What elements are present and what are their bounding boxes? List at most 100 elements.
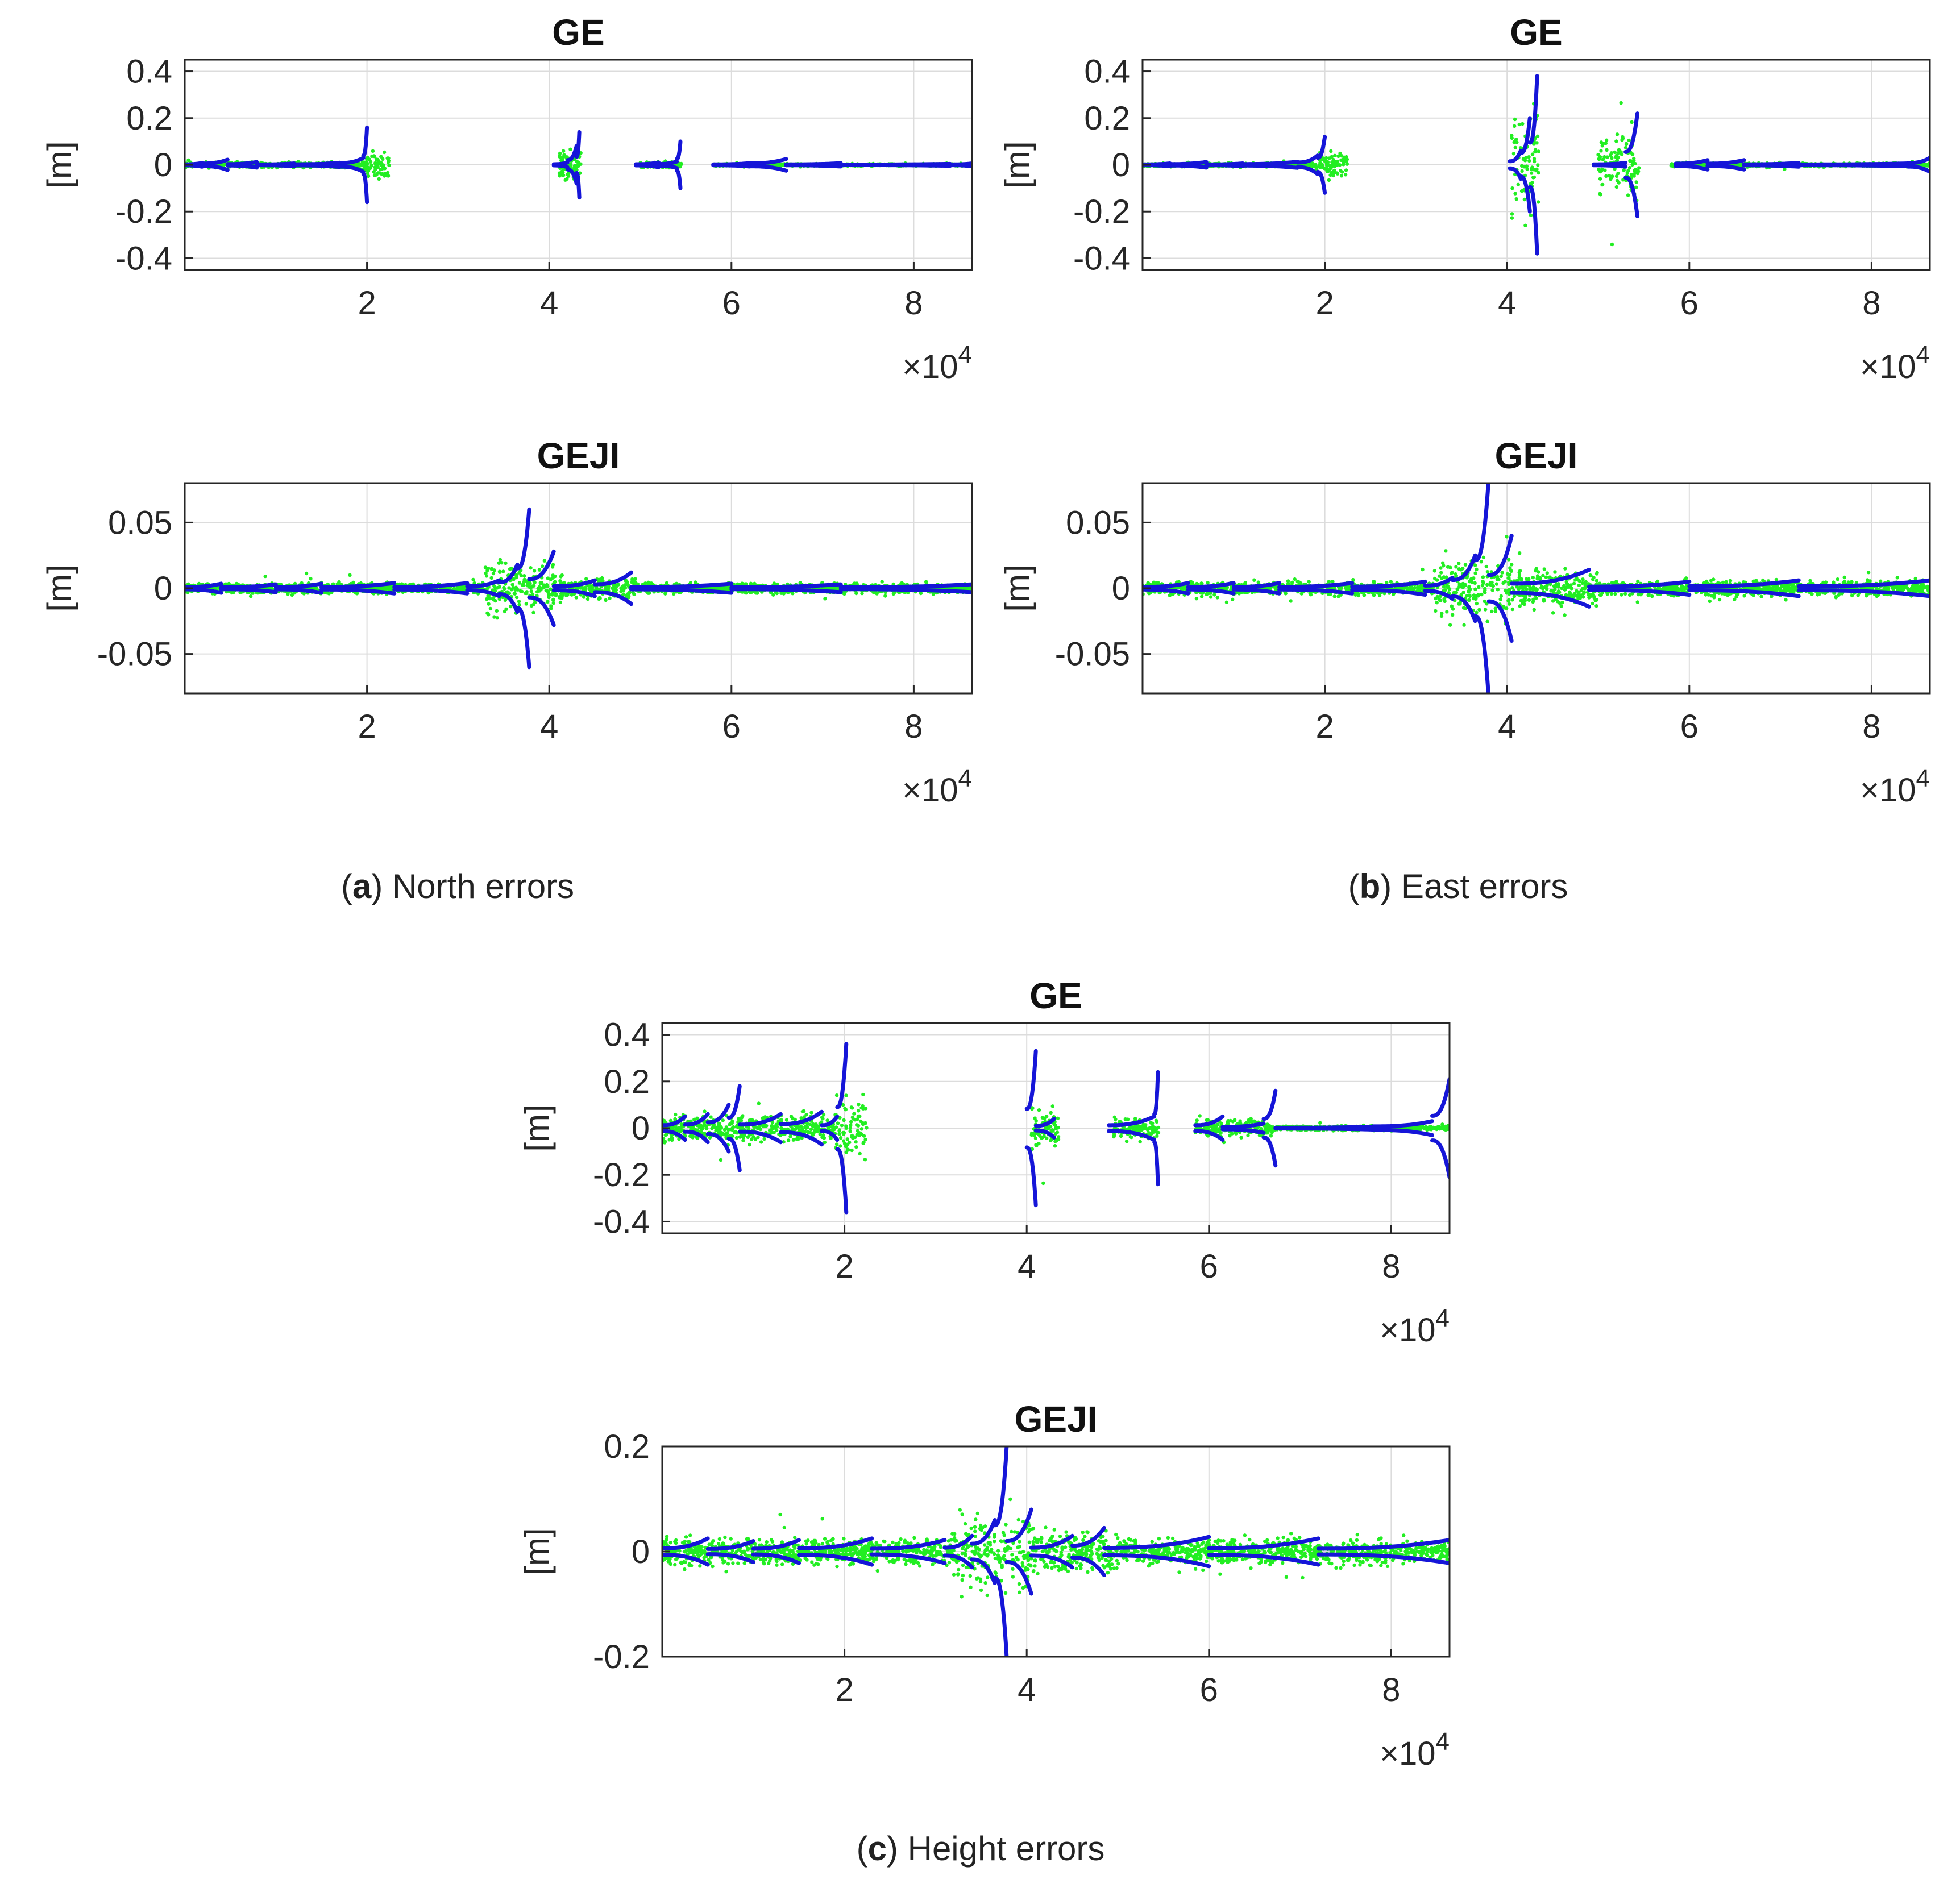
error-point (582, 595, 586, 599)
y-tick-label: -0.2 (1073, 193, 1130, 230)
error-point (1630, 173, 1634, 177)
bound-line-lower (1240, 163, 1299, 170)
error-point (1531, 168, 1536, 172)
error-point (535, 590, 539, 594)
error-point (539, 580, 544, 585)
y-tick-label: 0 (154, 147, 172, 184)
error-point (369, 163, 373, 168)
error-point (1597, 168, 1601, 172)
error-point (366, 155, 370, 160)
error-point (553, 580, 557, 584)
error-point (511, 586, 515, 590)
error-point (522, 579, 526, 584)
error-point (1610, 156, 1614, 160)
error-point (604, 598, 608, 602)
error-point (860, 591, 864, 596)
error-point (1523, 223, 1527, 227)
error-point (1529, 171, 1534, 175)
error-point (1613, 167, 1617, 171)
error-point (1601, 157, 1605, 162)
x-tick-label: 8 (904, 285, 923, 322)
error-point (1615, 132, 1620, 136)
bound-line-lower (338, 164, 366, 174)
error-point (472, 581, 476, 585)
error-point (1330, 165, 1334, 169)
error-point (570, 593, 574, 597)
error-point (366, 169, 371, 173)
error-point (248, 594, 253, 598)
error-point (514, 585, 518, 589)
bound-line-lower (1742, 163, 1801, 169)
bound-line-lower (200, 164, 230, 172)
bound-line-lower (1518, 174, 1532, 214)
error-point (1521, 157, 1526, 161)
error-point (483, 565, 488, 569)
error-point (774, 163, 779, 167)
error-point (370, 154, 374, 159)
error-point (372, 173, 377, 177)
error-point (1614, 155, 1618, 159)
error-point (1610, 242, 1614, 247)
bound-line-lower (1204, 163, 1245, 168)
x-tick-label: 4 (1498, 285, 1516, 322)
error-point (1925, 163, 1929, 167)
error-point (1599, 149, 1603, 153)
error-point (672, 592, 676, 596)
error-point (559, 575, 563, 579)
error-point (1601, 182, 1605, 187)
error-point (251, 591, 255, 595)
error-point (300, 581, 304, 585)
error-point (1527, 155, 1531, 159)
error-point (529, 586, 533, 590)
error-point (608, 596, 612, 600)
error-point (379, 155, 383, 159)
error-point (1598, 156, 1602, 160)
y-axis-label: [m] (998, 141, 1036, 188)
error-point (364, 163, 368, 167)
bound-line-lower (225, 163, 259, 170)
error-point (1335, 172, 1340, 176)
error-point (387, 163, 391, 168)
bound-line-upper (1518, 116, 1532, 155)
y-tick-label: 0.2 (1084, 100, 1130, 137)
error-point (579, 162, 583, 166)
error-point (1510, 134, 1514, 138)
x-tick-label: 2 (358, 285, 376, 322)
error-point (517, 571, 521, 575)
error-point (633, 577, 637, 581)
error-point (235, 582, 239, 586)
error-point (1339, 174, 1344, 178)
error-point (360, 160, 364, 164)
error-point (611, 586, 616, 590)
error-point (595, 587, 599, 591)
error-point (1327, 178, 1331, 182)
bound-line-lower (255, 163, 296, 168)
error-point (1627, 138, 1631, 143)
error-point (643, 581, 647, 585)
error-point (1609, 177, 1613, 181)
error-point (1619, 101, 1623, 105)
error-point (517, 600, 521, 604)
error-point (492, 615, 496, 619)
bound-line-lower (657, 163, 679, 171)
error-point (1331, 157, 1335, 162)
error-point (222, 162, 226, 167)
error-point (880, 580, 884, 584)
error-point (1329, 149, 1333, 153)
error-point (1614, 185, 1619, 189)
error-point (377, 177, 381, 181)
error-point (1634, 180, 1638, 184)
error-point (372, 170, 376, 174)
error-point (491, 597, 495, 601)
error-point (489, 576, 493, 580)
error-point (384, 172, 388, 176)
error-point (854, 591, 858, 596)
error-point (1619, 150, 1623, 154)
error-point (1528, 182, 1533, 186)
error-point (1537, 171, 1540, 175)
error-point (1513, 145, 1517, 149)
error-point (309, 577, 313, 581)
error-point (1511, 152, 1516, 156)
